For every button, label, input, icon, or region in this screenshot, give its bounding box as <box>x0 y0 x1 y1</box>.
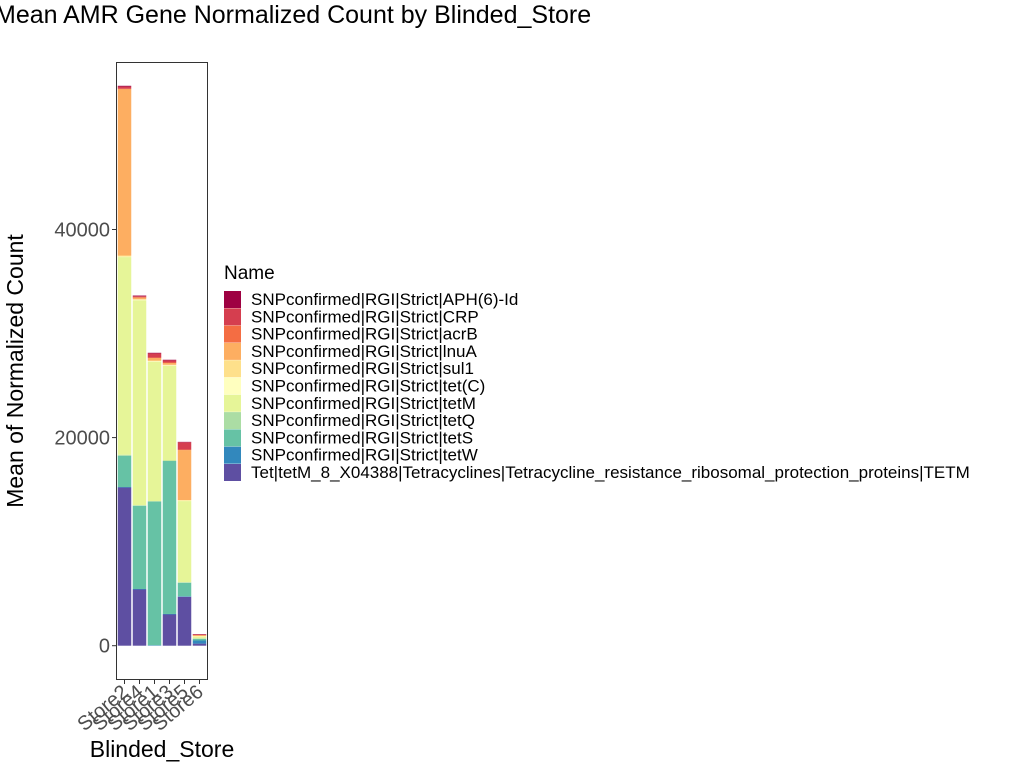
legend-swatch-snpconfirmed-rgi-strict-crp <box>224 308 241 326</box>
bar-store5-snpconfirmed-rgi-strict-tetw <box>177 596 192 597</box>
bar-store1-snpconfirmed-rgi-strict-lnua <box>147 357 162 361</box>
bar-store1-snpconfirmed-rgi-strict-sul1 <box>147 360 162 362</box>
bar-store6-snpconfirmed-rgi-strict-tetm <box>192 636 207 639</box>
bar-store2-snpconfirmed-rgi-strict-tetq <box>117 454 132 456</box>
bar-store2-tet-tetm-8-x04388-tetracyclines-tetracycline-resistance-ribosomal-protection-proteins-tetm <box>117 487 132 646</box>
legend-label-snpconfirmed-rgi-strict-aph-6-id: SNPconfirmed|RGI|Strict|APH(6)-Id <box>251 290 518 309</box>
bar-store2-snpconfirmed-rgi-strict-lnua <box>117 89 132 256</box>
legend-label-snpconfirmed-rgi-strict-acrb: SNPconfirmed|RGI|Strict|acrB <box>251 325 478 344</box>
y-tick-label: 40000 <box>54 219 110 241</box>
legend-swatch-snpconfirmed-rgi-strict-sul1 <box>224 360 241 378</box>
bar-store2-snpconfirmed-rgi-strict-tet-c <box>117 256 132 258</box>
bar-store6-snpconfirmed-rgi-strict-tetw <box>192 640 207 644</box>
bar-store3-snpconfirmed-rgi-strict-crp <box>162 360 177 363</box>
bar-store2-snpconfirmed-rgi-strict-tetm <box>117 257 132 455</box>
legend-swatch-snpconfirmed-rgi-strict-tetw <box>224 446 241 464</box>
legend-label-tet-tetm-8-x04388-tetracyclines-tetracycline-resistance-ribosomal-protection-proteins-tetm: Tet|tetM_8_X04388|Tetracyclines|Tetracyc… <box>251 463 970 482</box>
bar-store1-snpconfirmed-rgi-strict-tet-c <box>147 361 162 362</box>
bar-store3-snpconfirmed-rgi-strict-tetw <box>162 613 177 615</box>
legend-label-snpconfirmed-rgi-strict-lnua: SNPconfirmed|RGI|Strict|lnuA <box>251 342 477 361</box>
legend-label-snpconfirmed-rgi-strict-crp: SNPconfirmed|RGI|Strict|CRP <box>251 307 479 326</box>
bar-store1-snpconfirmed-rgi-strict-tetw <box>147 645 162 646</box>
bar-store4-snpconfirmed-rgi-strict-tet-c <box>132 299 147 301</box>
y-axis-title: Mean of Normalized Count <box>2 234 28 508</box>
legend-label-snpconfirmed-rgi-strict-tet-c: SNPconfirmed|RGI|Strict|tet(C) <box>251 377 485 396</box>
bar-store1-snpconfirmed-rgi-strict-aph-6-id <box>147 352 162 354</box>
bar-store5-snpconfirmed-rgi-strict-tets <box>177 582 192 597</box>
bar-store1-snpconfirmed-rgi-strict-crp <box>147 353 162 358</box>
bar-store2-snpconfirmed-rgi-strict-sul1 <box>117 255 132 257</box>
chart-title: Mean AMR Gene Normalized Count by Blinde… <box>0 1 591 29</box>
bar-store2-snpconfirmed-rgi-strict-tetw <box>117 487 132 488</box>
bar-store4-snpconfirmed-rgi-strict-tets <box>132 505 147 589</box>
legend-swatch-snpconfirmed-rgi-strict-lnua <box>224 342 241 360</box>
y-tick-label: 20000 <box>54 428 110 450</box>
bar-store6-snpconfirmed-rgi-strict-lnua <box>192 634 207 636</box>
bar-store6-snpconfirmed-rgi-strict-sul1 <box>192 635 207 637</box>
bar-store5-tet-tetm-8-x04388-tetracyclines-tetracycline-resistance-ribosomal-protection-proteins-tetm <box>177 596 192 646</box>
bars-layer <box>117 85 207 646</box>
bar-store2-snpconfirmed-rgi-strict-aph-6-id <box>117 85 132 87</box>
bar-store3-snpconfirmed-rgi-strict-tetq <box>162 460 177 462</box>
legend-swatch-tet-tetm-8-x04388-tetracyclines-tetracycline-resistance-ribosomal-protection-proteins-tetm <box>224 464 241 481</box>
legend-label-snpconfirmed-rgi-strict-tetq: SNPconfirmed|RGI|Strict|tetQ <box>251 411 475 430</box>
bar-store3-snpconfirmed-rgi-strict-aph-6-id <box>162 359 177 361</box>
legend-label-snpconfirmed-rgi-strict-tets: SNPconfirmed|RGI|Strict|tetS <box>251 428 473 447</box>
legend-title: Name <box>224 263 275 284</box>
bar-store3-snpconfirmed-rgi-strict-acrb <box>162 362 177 363</box>
bar-store5-snpconfirmed-rgi-strict-crp <box>177 442 192 450</box>
legend-swatch-snpconfirmed-rgi-strict-tet-c <box>224 377 241 395</box>
legend-label-snpconfirmed-rgi-strict-tetm: SNPconfirmed|RGI|Strict|tetM <box>251 394 476 413</box>
bar-store2-snpconfirmed-rgi-strict-crp <box>117 86 132 89</box>
bar-store3-snpconfirmed-rgi-strict-tet-c <box>162 365 177 366</box>
bar-store5-snpconfirmed-rgi-strict-sul1 <box>177 500 192 501</box>
x-axis-title: Blinded_Store <box>90 736 235 762</box>
legend-label-snpconfirmed-rgi-strict-sul1: SNPconfirmed|RGI|Strict|sul1 <box>251 359 474 378</box>
bar-store5-snpconfirmed-rgi-strict-tet-c <box>177 500 192 502</box>
legend-swatch-snpconfirmed-rgi-strict-tets <box>224 429 241 447</box>
y-tick-label: 0 <box>99 636 110 658</box>
bar-store1-snpconfirmed-rgi-strict-tets <box>147 501 162 646</box>
bar-store4-snpconfirmed-rgi-strict-lnua <box>132 297 147 300</box>
bar-store5-snpconfirmed-rgi-strict-acrb <box>177 449 192 451</box>
bar-store3-snpconfirmed-rgi-strict-tets <box>162 461 177 614</box>
bar-store4-snpconfirmed-rgi-strict-crp <box>132 296 147 298</box>
bar-store1-snpconfirmed-rgi-strict-tetm <box>147 361 162 502</box>
bar-store5-snpconfirmed-rgi-strict-tetm <box>177 501 192 583</box>
bar-store4-snpconfirmed-rgi-strict-tetw <box>132 588 147 590</box>
bar-store3-snpconfirmed-rgi-strict-tetm <box>162 365 177 461</box>
bar-store6-snpconfirmed-rgi-strict-tetq <box>192 638 207 639</box>
legend-label-snpconfirmed-rgi-strict-tetw: SNPconfirmed|RGI|Strict|tetW <box>251 446 478 465</box>
bar-store6-tet-tetm-8-x04388-tetracyclines-tetracycline-resistance-ribosomal-protection-proteins-tetm <box>192 643 207 646</box>
bar-store4-snpconfirmed-rgi-strict-sul1 <box>132 299 147 300</box>
bar-store3-tet-tetm-8-x04388-tetracyclines-tetracycline-resistance-ribosomal-protection-proteins-tetm <box>162 614 177 646</box>
legend-swatch-snpconfirmed-rgi-strict-aph-6-id <box>224 291 241 308</box>
bar-store6-snpconfirmed-rgi-strict-tets <box>192 638 207 641</box>
bar-store3-snpconfirmed-rgi-strict-lnua <box>162 362 177 365</box>
legend-swatch-snpconfirmed-rgi-strict-tetm <box>224 394 241 412</box>
bar-store3-snpconfirmed-rgi-strict-sul1 <box>162 364 177 366</box>
y-axis: 0 20000 40000 <box>54 219 117 658</box>
legend-swatch-snpconfirmed-rgi-strict-acrb <box>224 325 241 343</box>
legend: SNPconfirmed|RGI|Strict|APH(6)-IdSNPconf… <box>224 290 970 482</box>
bar-store4-snpconfirmed-rgi-strict-tetm <box>132 300 147 506</box>
bar-store5-snpconfirmed-rgi-strict-tetq <box>177 582 192 583</box>
plot-panel-border <box>116 62 208 680</box>
bar-store4-tet-tetm-8-x04388-tetracyclines-tetracycline-resistance-ribosomal-protection-proteins-tetm <box>132 589 147 646</box>
bar-store5-snpconfirmed-rgi-strict-lnua <box>177 450 192 501</box>
legend-swatch-snpconfirmed-rgi-strict-tetq <box>224 412 241 430</box>
bar-store4-snpconfirmed-rgi-strict-aph-6-id <box>132 295 147 297</box>
bar-store2-snpconfirmed-rgi-strict-tets <box>117 455 132 488</box>
bar-store1-snpconfirmed-rgi-strict-tetq <box>147 501 162 502</box>
bar-store4-snpconfirmed-rgi-strict-tetq <box>132 505 147 506</box>
